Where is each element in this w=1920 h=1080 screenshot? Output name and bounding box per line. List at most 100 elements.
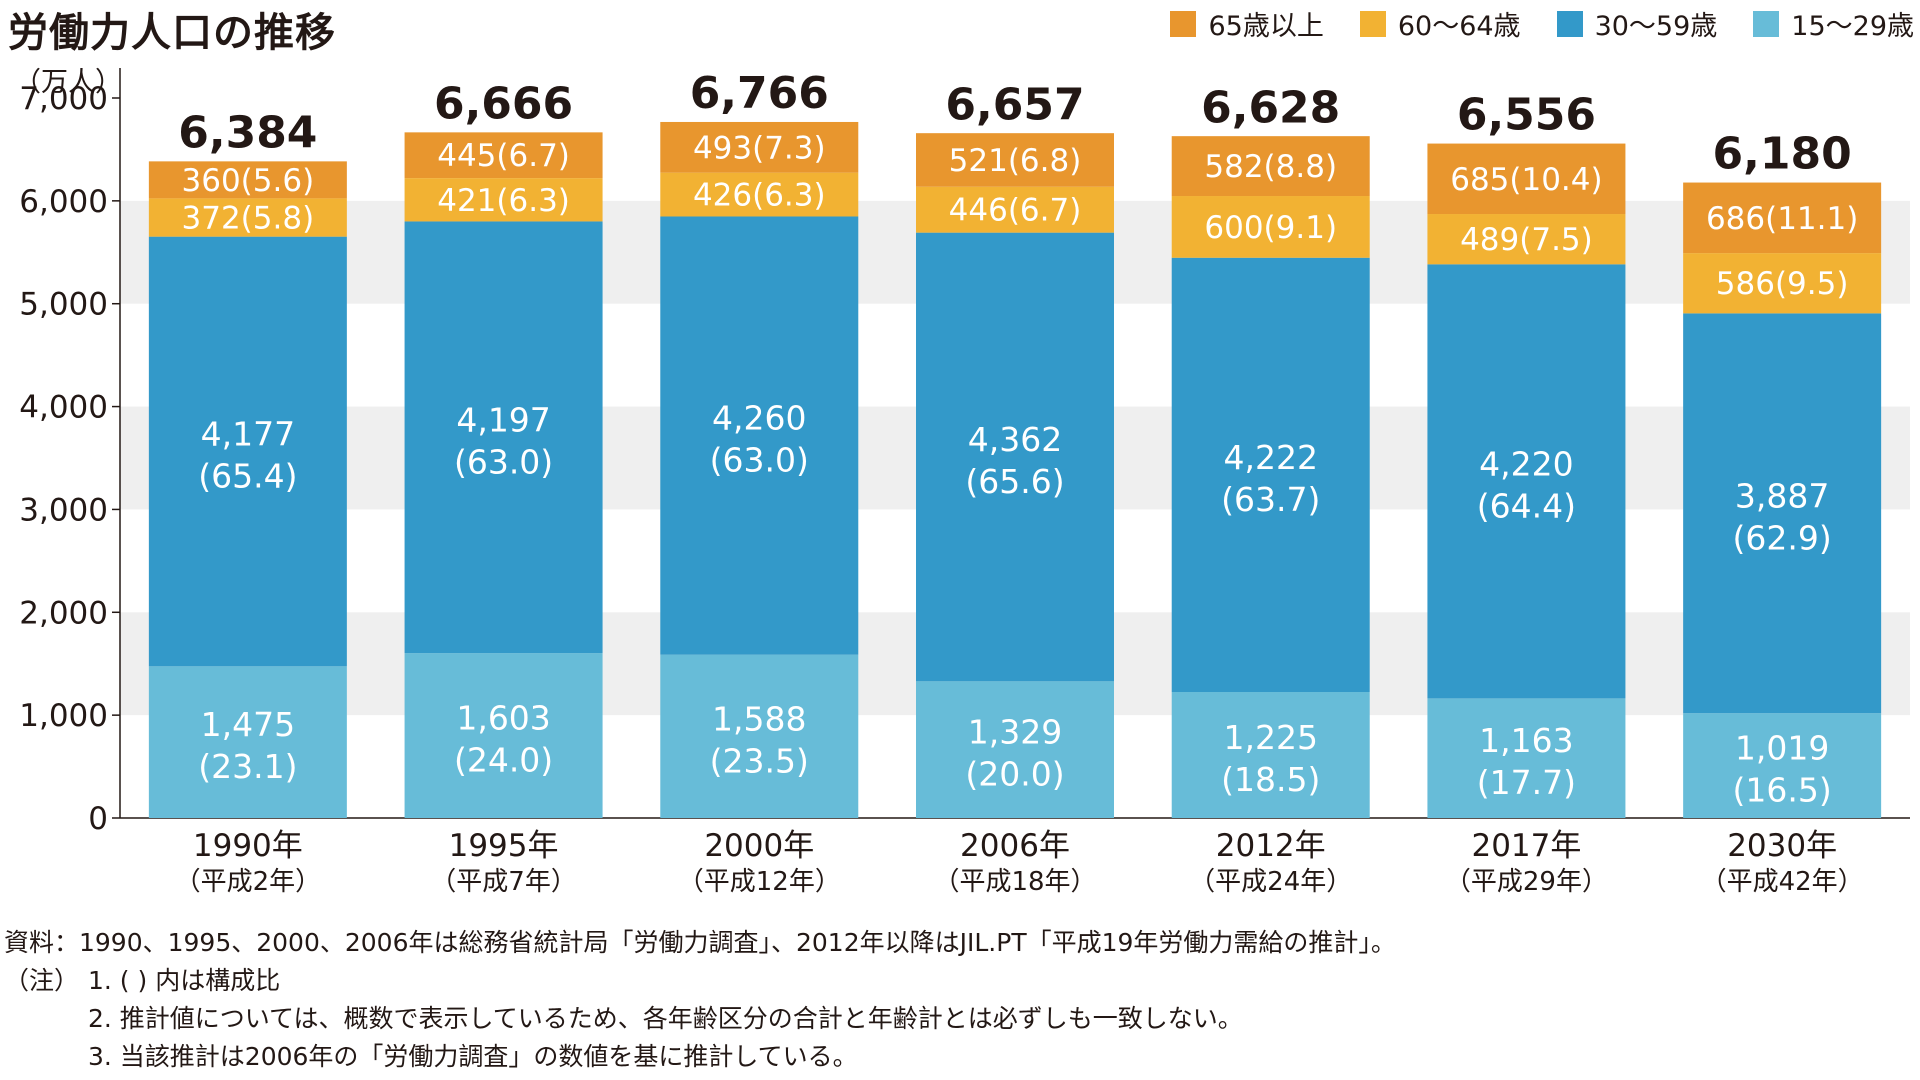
bar-segment — [1683, 182, 1882, 254]
bar-total-label: 6,666 — [434, 78, 573, 129]
segment-value-label: 426(6.3) — [693, 178, 826, 214]
legend-swatch — [1556, 10, 1583, 37]
y-tick-label: 3,000 — [19, 492, 108, 528]
bar-segment — [404, 221, 603, 654]
y-tick-label: 1,000 — [19, 698, 108, 734]
legend-item-65-plus: 65歳以上 — [1170, 4, 1324, 43]
stacked-bar-chart: 0 1,000 2,000 3,000 4,000 5,000 6,000 7,000 1,47… — [19, 68, 1910, 897]
x-tick-era-label: （平成12年） — [678, 867, 841, 897]
bar-segment — [916, 133, 1114, 187]
bar-segment — [1683, 713, 1882, 818]
bar-segment — [660, 654, 859, 818]
segment-share-label: (62.9) — [1733, 518, 1832, 557]
segment-value-label: 686(11.1) — [1706, 201, 1858, 237]
x-tick-era-label: （平成18年） — [933, 867, 1096, 897]
segment-value-label: 685(10.4) — [1450, 162, 1602, 198]
bar-segment — [1427, 214, 1626, 265]
segment-value-label: 4,220 — [1479, 444, 1573, 483]
bar-segment — [916, 232, 1114, 682]
segment-share-label: (65.6) — [965, 462, 1064, 501]
bar-segment — [1171, 692, 1370, 818]
segment-value-label: 372(5.8) — [182, 201, 315, 237]
legend-label: 60〜64歳 — [1397, 11, 1521, 42]
note-prefix: （注） — [4, 966, 80, 995]
segment-share-label: (63.7) — [1221, 480, 1320, 519]
segment-value-label: 3,887 — [1735, 476, 1829, 515]
segment-value-label: 1,163 — [1479, 721, 1573, 760]
segment-value-label: 1,329 — [968, 713, 1062, 752]
segment-value-label: 360(5.6) — [182, 163, 315, 199]
bar-segment — [404, 653, 603, 818]
segment-share-label: (64.4) — [1477, 486, 1576, 525]
segment-value-label: 600(9.1) — [1204, 210, 1337, 246]
legend-label: 65歳以上 — [1208, 11, 1324, 42]
segment-value-label: 1,588 — [712, 699, 806, 738]
x-tick-label: 2000年 — [704, 828, 814, 864]
y-tick-label: 7,000 — [19, 81, 108, 117]
segment-value-label: 4,260 — [712, 399, 806, 438]
chart-notes: 資料：1990、1995、2000、2006年は総務省統計局「労働力調査」、20… — [4, 924, 1914, 1076]
bar-segment — [1171, 136, 1370, 197]
x-tick-label: 1990年 — [193, 828, 303, 864]
segment-value-label: 446(6.7) — [949, 193, 1082, 229]
legend-item-30-59: 30〜59歳 — [1556, 4, 1718, 43]
segment-value-label: 445(6.7) — [437, 138, 570, 174]
bar-segment — [660, 216, 859, 655]
chart-title: 労働力人口の推移 — [8, 10, 336, 56]
legend-swatch — [1359, 10, 1386, 37]
bar-segment — [148, 161, 347, 199]
source-note: 資料：1990、1995、2000、2006年は総務省統計局「労働力調査」、20… — [4, 928, 1396, 957]
segment-share-label: (65.4) — [198, 456, 297, 495]
legend-item-60-64: 60〜64歳 — [1359, 4, 1521, 43]
bar-total-label: 6,628 — [1201, 82, 1340, 133]
note-2: 2. 推計値については、概数で表示しているため、各年齢区分の合計と年齢計とは必ず… — [88, 1004, 1243, 1033]
x-tick-label: 2030年 — [1727, 828, 1837, 864]
segment-value-label: 4,197 — [456, 400, 550, 439]
x-tick-label: 2012年 — [1216, 828, 1326, 864]
bar-segment — [1427, 698, 1626, 818]
x-tick-era-label: （平成2年） — [175, 867, 322, 897]
bar-total-label: 6,766 — [690, 68, 829, 119]
segment-value-label: 1,225 — [1223, 718, 1317, 757]
note-1-text: 1. ( ) 内は構成比 — [88, 966, 281, 995]
y-tick-label: 6,000 — [19, 184, 108, 220]
y-tick-label: 5,000 — [19, 287, 108, 323]
bar-segment — [1683, 253, 1882, 314]
bar-segment — [404, 178, 603, 222]
x-tick-era-label: （平成7年） — [430, 867, 577, 897]
legend: 65歳以上 60〜64歳 30〜59歳 15〜29歳 — [1170, 4, 1914, 43]
segment-value-label: 4,362 — [968, 420, 1062, 459]
bar-segment — [916, 186, 1114, 233]
y-tick-label: 2,000 — [19, 595, 108, 631]
legend-item-15-29: 15〜29歳 — [1753, 4, 1914, 43]
bar-total-label: 6,384 — [178, 107, 317, 158]
segment-value-label: 1,475 — [201, 705, 295, 744]
x-tick-era-label: （平成29年） — [1445, 867, 1608, 897]
y-tick-label: 4,000 — [19, 390, 108, 426]
legend-swatch — [1170, 10, 1197, 37]
segment-value-label: 4,177 — [201, 414, 295, 453]
segment-value-label: 521(6.8) — [949, 143, 1082, 179]
segment-value-label: 1,019 — [1735, 729, 1829, 768]
segment-value-label: 582(8.8) — [1204, 149, 1337, 185]
bar-segment — [1171, 196, 1370, 258]
bar-total-label: 6,180 — [1713, 128, 1852, 179]
bar-segment — [1683, 313, 1882, 714]
x-tick-label: 1995年 — [449, 828, 559, 864]
note-3: 3. 当該推計は2006年の「労働力調査」の数値を基に推計している。 — [88, 1042, 858, 1071]
legend-label: 30〜59歳 — [1594, 11, 1718, 42]
segment-share-label: (23.5) — [710, 741, 809, 780]
y-axis-unit: （万人） — [14, 67, 122, 98]
segment-value-label: 493(7.3) — [693, 130, 826, 166]
segment-value-label: 586(9.5) — [1716, 266, 1849, 302]
segment-value-label: 489(7.5) — [1460, 222, 1593, 258]
segment-value-label: 1,603 — [456, 699, 550, 738]
x-tick-era-label: （平成42年） — [1701, 867, 1864, 897]
bar-total-label: 6,657 — [945, 79, 1084, 130]
segment-share-label: (17.7) — [1477, 763, 1576, 802]
bar-segment — [660, 121, 859, 173]
note-1: （注） 1. ( ) 内は構成比 — [4, 962, 1914, 1000]
y-tick-label: 0 — [88, 801, 108, 837]
bar-total-label: 6,556 — [1457, 90, 1596, 141]
segment-share-label: (16.5) — [1733, 771, 1832, 810]
